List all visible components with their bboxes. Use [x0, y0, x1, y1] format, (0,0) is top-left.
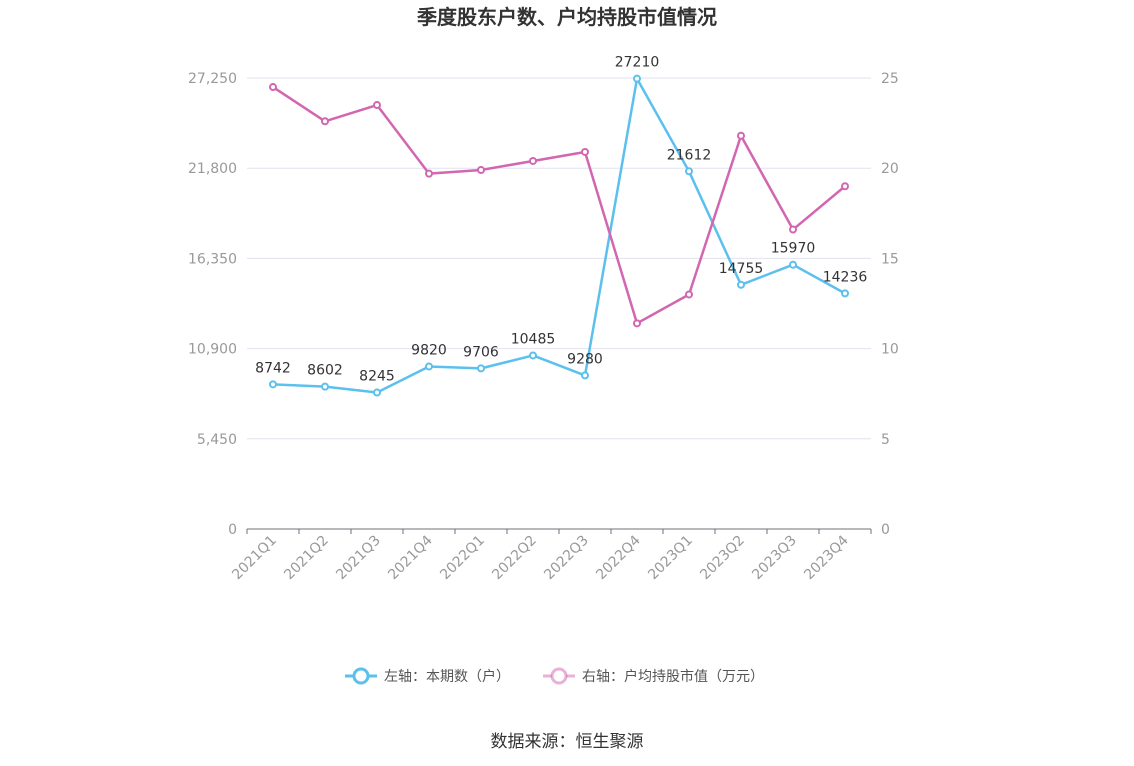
data-point[interactable]	[425, 169, 433, 178]
data-point[interactable]	[685, 167, 693, 176]
grid-lines	[247, 77, 871, 440]
y-right-tick-label: 5	[881, 432, 890, 448]
x-tick-label: 2021Q2	[281, 533, 332, 584]
legend-left-swatch-icon	[352, 667, 370, 685]
data-label: 21612	[667, 147, 712, 163]
data-point[interactable]	[269, 83, 277, 92]
data-point[interactable]	[841, 182, 849, 191]
data-label: 9280	[567, 351, 603, 367]
data-label: 8602	[307, 363, 343, 379]
y-left-tick-label: 5,450	[197, 432, 237, 448]
data-point[interactable]	[581, 371, 589, 380]
x-tick-label: 2021Q4	[385, 532, 436, 583]
data-point[interactable]	[321, 117, 329, 126]
x-tick-label: 2022Q3	[541, 533, 592, 584]
data-point[interactable]	[633, 74, 641, 83]
legend-item-left[interactable]: 左轴：本期数（户）	[345, 667, 510, 685]
data-point[interactable]	[841, 289, 849, 298]
data-point[interactable]	[477, 364, 485, 373]
legend[interactable]: 左轴：本期数（户） 右轴：户均持股市值（万元）	[345, 667, 764, 685]
series-right-line	[269, 83, 849, 328]
data-point[interactable]	[737, 131, 745, 140]
data-point[interactable]	[789, 260, 797, 269]
data-label: 10485	[511, 331, 556, 347]
x-tick-label: 2023Q1	[645, 533, 696, 584]
data-source: 数据来源：恒生聚源	[491, 732, 644, 752]
x-tick-label: 2021Q3	[333, 533, 384, 584]
x-tick-label: 2021Q1	[229, 533, 280, 584]
data-label: 14755	[719, 261, 764, 277]
x-tick-label: 2023Q3	[749, 533, 800, 584]
y-left-tick-label: 10,900	[188, 342, 237, 358]
series-line	[272, 77, 846, 394]
legend-left-label: 左轴：本期数（户）	[384, 668, 510, 685]
legend-right-label: 右轴：户均持股市值（万元）	[582, 668, 764, 685]
data-label: 9706	[463, 344, 499, 360]
data-point[interactable]	[685, 290, 693, 299]
data-point[interactable]	[269, 380, 277, 389]
y-left-tick-label: 21,800	[188, 161, 237, 177]
data-point[interactable]	[633, 319, 641, 328]
x-tick-label: 2022Q4	[593, 532, 644, 583]
data-point[interactable]	[425, 362, 433, 371]
data-label: 8742	[255, 360, 291, 376]
data-point[interactable]	[529, 156, 537, 165]
data-point[interactable]	[581, 147, 589, 156]
data-point[interactable]	[321, 382, 329, 391]
x-tick-label: 2022Q1	[437, 533, 488, 584]
x-tick-label: 2023Q2	[697, 533, 748, 584]
y-right-tick-label: 0	[881, 522, 890, 538]
data-point[interactable]	[373, 101, 381, 110]
axes: 0 5,450 10,900 16,350 21,800 27,250 0 5 10 15 20 25…	[188, 71, 899, 583]
legend-right-swatch-icon	[550, 667, 568, 685]
data-point[interactable]	[789, 225, 797, 234]
series-left-line	[269, 74, 849, 397]
data-point[interactable]	[529, 351, 537, 360]
x-tick-label: 2022Q2	[489, 533, 540, 584]
data-point[interactable]	[737, 280, 745, 289]
y-right-tick-label: 10	[881, 342, 899, 358]
data-label: 9820	[411, 342, 447, 358]
series-line	[272, 85, 846, 325]
data-label: 15970	[771, 241, 816, 257]
data-labels: 8742 8602 8245 9820 9706 10485 9280 27210 21612 1…	[255, 55, 867, 385]
data-point[interactable]	[373, 388, 381, 397]
data-point[interactable]	[477, 166, 485, 175]
chart-title: 季度股东户数、户均持股市值情况	[416, 5, 717, 29]
legend-item-right[interactable]: 右轴：户均持股市值（万元）	[543, 667, 764, 685]
data-label: 14236	[823, 269, 868, 285]
data-label: 27210	[615, 55, 660, 71]
y-left-tick-label: 16,350	[188, 251, 237, 267]
y-right-tick-label: 25	[881, 71, 899, 87]
y-left-tick-label: 27,250	[188, 71, 237, 87]
data-label: 8245	[359, 369, 395, 385]
x-tick-label: 2023Q4	[801, 532, 852, 583]
y-right-tick-label: 20	[881, 161, 899, 177]
y-right-tick-label: 15	[881, 251, 899, 267]
y-left-tick-label: 0	[228, 522, 237, 538]
